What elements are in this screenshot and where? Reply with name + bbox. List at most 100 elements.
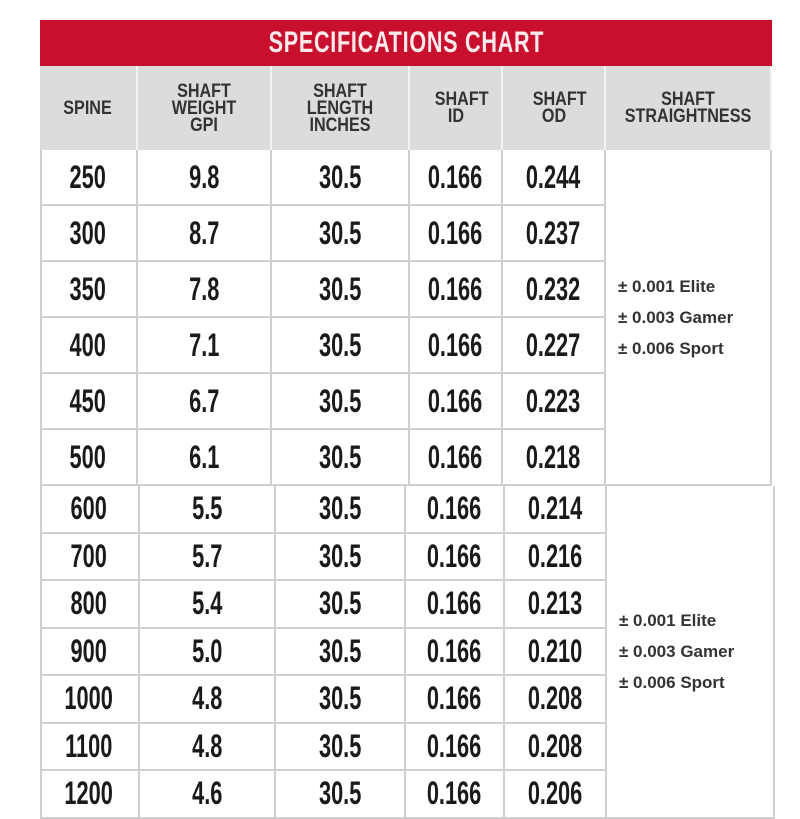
cell-id: 0.166 <box>410 262 503 318</box>
cell-value: 5.0 <box>191 632 223 669</box>
cell-id: 0.166 <box>410 374 503 430</box>
cell-value: 4.8 <box>191 727 223 764</box>
cell-length: 30.5 <box>276 581 406 629</box>
cell-weight: 5.5 <box>140 486 276 534</box>
cell-value: 700 <box>70 537 108 574</box>
cell-value: 6.1 <box>188 438 220 475</box>
cell-value: 0.166 <box>428 382 483 419</box>
cell-value: 6.7 <box>188 382 220 419</box>
cell-value: 0.166 <box>427 727 482 764</box>
cell-value: 30.5 <box>318 632 362 669</box>
cell-length: 30.5 <box>272 206 410 262</box>
cell-value: 5.5 <box>191 490 223 527</box>
header-label: SHAFT ID <box>434 89 489 127</box>
chart-title-bar: SPECIFICATIONS CHART <box>40 20 772 66</box>
cell-spine: 900 <box>40 628 140 676</box>
cell-id: 0.166 <box>406 486 505 534</box>
header-label: SPINE <box>63 97 113 119</box>
cell-value: 0.206 <box>527 775 583 812</box>
cell-spine: 400 <box>40 318 138 374</box>
header-label: SHAFT OD <box>532 89 587 127</box>
cell-length: 30.5 <box>276 628 406 676</box>
straightness-value: ± 0.006 Sport <box>618 338 724 358</box>
cell-id: 0.166 <box>406 628 505 676</box>
cell-spine: 1100 <box>40 723 140 771</box>
straightness-value: ± 0.006 Sport <box>619 672 725 692</box>
cell-value: 0.166 <box>427 585 482 622</box>
cell-value: 30.5 <box>318 270 362 307</box>
header-label: SHAFT STRAIGHTNESS <box>624 89 752 127</box>
cell-value: 0.166 <box>427 537 482 574</box>
cell-id: 0.166 <box>410 150 503 206</box>
cell-id: 0.166 <box>406 581 505 629</box>
cell-id: 0.166 <box>406 676 505 724</box>
cell-od: 0.206 <box>505 771 607 819</box>
cell-value: 300 <box>69 214 107 251</box>
cell-value: 30.5 <box>318 214 362 251</box>
cell-id: 0.166 <box>410 318 503 374</box>
cell-spine: 350 <box>40 262 138 318</box>
cell-id: 0.166 <box>410 206 503 262</box>
cell-value: 800 <box>70 585 108 622</box>
cell-value: 5.7 <box>191 537 223 574</box>
cell-weight: 5.7 <box>140 533 276 581</box>
cell-value: 600 <box>70 490 108 527</box>
cell-length: 30.5 <box>272 430 410 486</box>
cell-length: 30.5 <box>272 262 410 318</box>
cell-value: 400 <box>69 326 107 363</box>
cell-value: 450 <box>69 382 107 419</box>
cell-value: 500 <box>69 438 107 475</box>
cell-spine: 800 <box>40 581 140 629</box>
chart-title: SPECIFICATIONS CHART <box>268 26 544 59</box>
cell-value: 0.232 <box>526 270 581 307</box>
cell-length: 30.5 <box>276 533 406 581</box>
header-label: SHAFT WEIGHT GPI <box>171 80 237 136</box>
cell-value: 0.166 <box>427 632 482 669</box>
cell-od: 0.227 <box>503 318 606 374</box>
cell-spine: 1000 <box>40 676 140 724</box>
cell-value: 0.166 <box>428 158 483 195</box>
cell-value: 30.5 <box>318 438 362 475</box>
cell-value: 30.5 <box>318 382 362 419</box>
straightness-value: ± 0.001 Elite <box>618 276 716 296</box>
cell-value: 8.7 <box>188 214 220 251</box>
cell-value: 0.218 <box>526 438 581 475</box>
straightness-value: ± 0.001 Elite <box>619 610 717 630</box>
cell-value: 9.8 <box>188 158 220 195</box>
cell-value: 0.237 <box>526 214 581 251</box>
cell-spine: 1200 <box>40 771 140 819</box>
header-shaft-id: SHAFT ID <box>410 66 503 150</box>
cell-value: 0.166 <box>427 490 482 527</box>
cell-value: 0.166 <box>428 270 483 307</box>
cell-value: 7.1 <box>188 326 220 363</box>
cell-od: 0.232 <box>503 262 606 318</box>
cell-length: 30.5 <box>276 723 406 771</box>
cell-value: 0.166 <box>428 326 483 363</box>
table-left-border <box>40 150 42 486</box>
header-shaft-od: SHAFT OD <box>503 66 606 150</box>
cell-spine: 600 <box>40 486 140 534</box>
cell-value: 0.244 <box>526 158 581 195</box>
cell-value: 0.213 <box>527 585 583 622</box>
header-shaft-weight: SHAFT WEIGHT GPI <box>138 66 272 150</box>
cell-od: 0.218 <box>503 430 606 486</box>
header-shaft-length: SHAFT LENGTH INCHES <box>272 66 410 150</box>
cell-od: 0.208 <box>505 723 607 771</box>
header-spine: SPINE <box>40 66 138 150</box>
cell-length: 30.5 <box>272 374 410 430</box>
straightness-value: ± 0.003 Gamer <box>619 641 735 661</box>
header-label: SHAFT LENGTH INCHES <box>306 80 374 136</box>
cell-weight: 8.7 <box>138 206 272 262</box>
cell-value: 1000 <box>64 680 114 717</box>
cell-id: 0.166 <box>406 771 505 819</box>
cell-value: 900 <box>70 632 108 669</box>
cell-value: 30.5 <box>318 537 362 574</box>
cell-od: 0.244 <box>503 150 606 206</box>
cell-id: 0.166 <box>410 430 503 486</box>
cell-od: 0.208 <box>505 676 607 724</box>
cell-od: 0.213 <box>505 581 607 629</box>
cell-od: 0.216 <box>505 533 607 581</box>
cell-value: 0.223 <box>526 382 581 419</box>
cell-id: 0.166 <box>406 723 505 771</box>
cell-weight: 7.8 <box>138 262 272 318</box>
